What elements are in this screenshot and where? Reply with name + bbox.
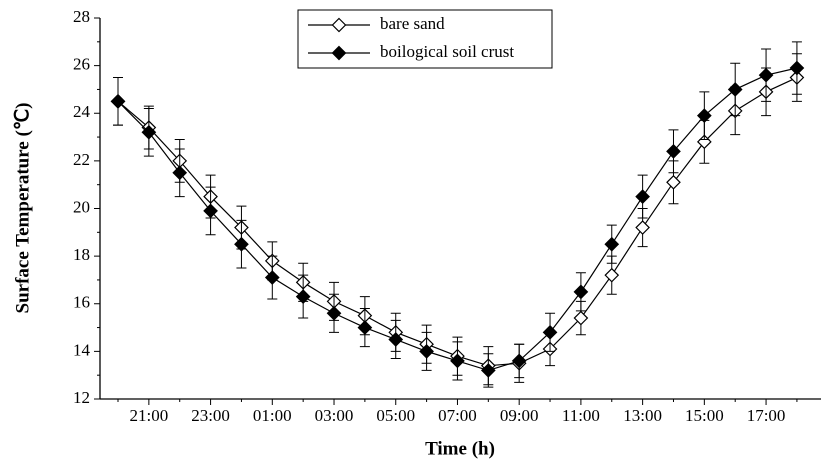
y-tick-label: 28 (73, 7, 90, 26)
marker (511, 353, 527, 369)
x-tick-label: 17:00 (747, 406, 786, 425)
marker (604, 236, 620, 252)
marker (141, 124, 157, 140)
legend-marker (331, 45, 347, 61)
x-tick-label: 05:00 (376, 406, 415, 425)
marker (573, 310, 589, 326)
y-tick-label: 18 (73, 245, 90, 264)
series-line (117, 67, 798, 372)
x-tick-label: 23:00 (191, 406, 230, 425)
y-tick-label: 14 (73, 340, 91, 359)
marker (357, 320, 373, 335)
marker (295, 289, 311, 304)
legend-label: bare sand (380, 14, 445, 33)
y-axis-title: Surface Temperature (℃) (12, 103, 33, 314)
legend-label: boilogical soil crust (380, 42, 514, 61)
x-tick-label: 01:00 (253, 406, 292, 425)
marker (234, 236, 249, 252)
y-tick-label: 24 (73, 102, 91, 121)
marker (480, 363, 496, 378)
y-tick-label: 20 (73, 197, 90, 216)
marker (172, 165, 188, 181)
marker (635, 189, 650, 204)
marker (727, 82, 743, 97)
marker (388, 332, 404, 347)
x-tick-label: 09:00 (500, 406, 539, 425)
marker (666, 144, 681, 159)
marker (758, 67, 774, 83)
x-tick-label: 07:00 (438, 406, 477, 425)
y-tick-label: 12 (73, 388, 90, 407)
y-tick-label: 26 (73, 55, 90, 74)
y-tick-label: 16 (73, 293, 90, 312)
marker (604, 267, 620, 283)
marker (635, 220, 650, 235)
marker (789, 60, 805, 76)
x-tick-label: 03:00 (315, 406, 354, 425)
x-tick-label: 11:00 (562, 406, 600, 425)
marker (573, 284, 589, 300)
x-axis-title: Time (h) (425, 438, 495, 459)
marker (264, 270, 280, 285)
marker (696, 108, 712, 123)
x-tick-label: 13:00 (623, 406, 662, 425)
marker (110, 93, 126, 109)
marker (450, 353, 465, 369)
marker (203, 203, 218, 219)
marker (419, 344, 434, 359)
marker (542, 324, 558, 340)
marker (666, 174, 681, 190)
x-tick-label: 21:00 (129, 406, 168, 425)
legend-marker (331, 17, 347, 33)
x-tick-label: 15:00 (685, 406, 724, 425)
marker (326, 305, 342, 321)
y-tick-label: 22 (73, 150, 90, 169)
